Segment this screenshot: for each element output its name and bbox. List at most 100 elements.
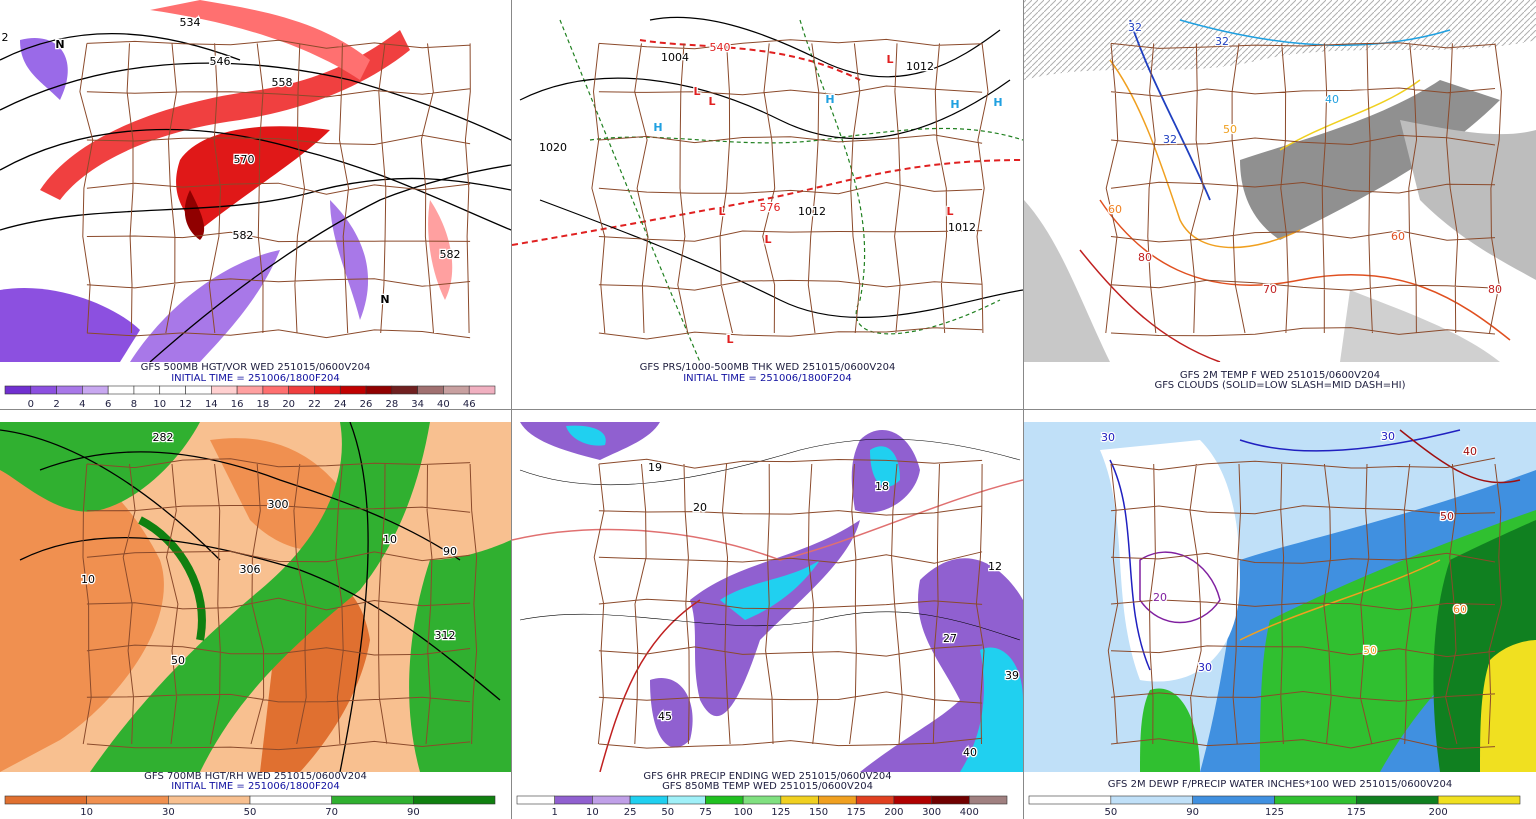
map-700mb [0, 422, 511, 772]
map-dewpoint [1024, 422, 1536, 772]
map-label: H [653, 121, 662, 134]
colorbar-box [365, 385, 393, 395]
map-label: H [993, 96, 1002, 109]
colorbar-box [391, 385, 418, 395]
colorbar-tick: 150 [809, 807, 828, 818]
map-label: 300 [268, 498, 289, 511]
map-label: L [693, 85, 700, 98]
colorbar-tick: 40 [437, 399, 450, 410]
colorbar-box [1110, 795, 1193, 805]
colorbar-tick: 46 [463, 399, 476, 410]
map-2m-temp [1024, 0, 1536, 362]
text-layer: 534 546 558 570 582 582 N N 2 GFS 500MB HGT/VOR W… [0, 15, 1521, 818]
map-label: 50 [1223, 123, 1237, 136]
map-label: L [708, 95, 715, 108]
colorbar-box [82, 385, 109, 395]
state-lines [1107, 457, 1502, 750]
caption-line: INITIAL TIME = 251006/1800F204 [171, 781, 340, 792]
map-label: 582 [440, 248, 461, 261]
colorbar-tick: 4 [79, 399, 85, 410]
map-label: L [886, 53, 893, 66]
colorbar-box [262, 385, 289, 395]
caption-line: INITIAL TIME = 251006/1800F204 [171, 373, 340, 384]
colorbar-box [1437, 795, 1521, 805]
colorbar-box [236, 385, 264, 395]
colorbar-box [893, 795, 932, 805]
map-label: 60 [1108, 203, 1122, 216]
colorbar-box [667, 795, 706, 805]
map-label: 30 [1381, 430, 1395, 443]
colorbar-box [30, 385, 57, 395]
map-label: 50 [171, 654, 185, 667]
colorbar-tick: 14 [205, 399, 218, 410]
colorbar-tick: 30 [162, 807, 175, 818]
map-label: L [764, 233, 771, 246]
map-label: 80 [1488, 283, 1502, 296]
colorbar-tick: 18 [257, 399, 270, 410]
colorbar-tick: 8 [131, 399, 137, 410]
state-lines [82, 458, 478, 751]
colorbar-tick: 10 [80, 807, 93, 818]
map-label: 282 [153, 431, 174, 444]
map-label: L [946, 205, 953, 218]
map-label: 40 [1325, 93, 1339, 106]
caption-line: GFS PRS/1000-500MB THK WED 251015/0600V2… [640, 362, 896, 373]
colorbar-tick: 125 [1265, 807, 1284, 818]
colorbar-box [288, 385, 315, 395]
colorbar-tick: 200 [1429, 807, 1448, 818]
colorbar-tick: 10 [153, 399, 166, 410]
colorbar-box [818, 795, 857, 805]
map-label: 20 [1153, 591, 1167, 604]
map-label: 50 [1440, 510, 1454, 523]
map-label: 576 [760, 201, 781, 214]
colorbar-box [249, 795, 332, 805]
map-label: 39 [1005, 669, 1019, 682]
colorbar-box [969, 795, 1008, 805]
colorbar-tick: 100 [734, 807, 753, 818]
state-lines [591, 38, 989, 340]
map-label: 60 [1391, 230, 1405, 243]
colorbar-tick: 50 [1104, 807, 1117, 818]
colorbar-box [133, 385, 161, 395]
colorbar-tick: 6 [105, 399, 111, 410]
colorbar-box [211, 385, 238, 395]
colorbar-box [1274, 795, 1357, 805]
map-label: 50 [1363, 644, 1377, 657]
colorbar-box [1356, 795, 1439, 805]
colorbar-box [554, 795, 593, 805]
colorbar-tick: 200 [884, 807, 903, 818]
map-label: H [825, 93, 834, 106]
colorbar-tick: 175 [1347, 807, 1366, 818]
colorbar-box [1028, 795, 1112, 805]
state-borders [79, 38, 1502, 751]
state-lines [1105, 42, 1502, 337]
map-label: 60 [1453, 603, 1467, 616]
map-label: 540 [710, 41, 731, 54]
colorbar-box [4, 385, 32, 395]
caption-line: GFS 6HR PRECIP ENDING WED 251015/0600V20… [643, 771, 891, 782]
map-label: 312 [435, 629, 456, 642]
colorbar-box [4, 795, 87, 805]
map-label: 570 [234, 153, 255, 166]
map-label: 45 [658, 710, 672, 723]
colorbar-box [159, 385, 186, 395]
caption-line: GFS 850MB TEMP WED 251015/0600V204 [662, 781, 873, 792]
caption-line: INITIAL TIME = 251006/1800F204 [683, 373, 852, 384]
colorbar-box [443, 385, 470, 395]
map-label: 90 [443, 545, 457, 558]
map-label: 306 [240, 563, 261, 576]
map-label: 546 [210, 55, 231, 68]
colorbar-box [56, 385, 83, 395]
colorbar-box [592, 795, 631, 805]
colorbar-tick: 26 [360, 399, 373, 410]
colorbar-tick: 125 [771, 807, 790, 818]
colorbar-box [168, 795, 251, 805]
colorbar-box [413, 795, 496, 805]
colorbar-tick: 34 [411, 399, 424, 410]
map-label: 20 [693, 501, 707, 514]
colorbar-tick: 50 [244, 807, 257, 818]
map-label: 10 [383, 533, 397, 546]
caption-line: GFS 500MB HGT/VOR WED 251015/0600V204 [141, 362, 371, 373]
map-label: 70 [1263, 283, 1277, 296]
